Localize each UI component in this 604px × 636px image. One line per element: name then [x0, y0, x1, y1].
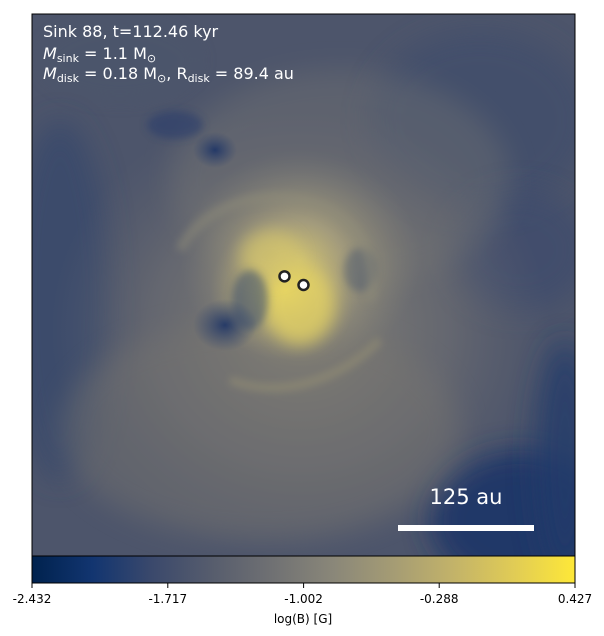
- mdisk-sub: disk: [57, 72, 80, 85]
- colorbar-tick-label-4: 0.427: [558, 592, 592, 606]
- scale-bar-label: 125 au: [430, 485, 503, 509]
- colorbar-label: log(B) [G]: [274, 612, 332, 626]
- colorbar-ticks: -2.432 -1.717 -1.002 -0.288 0.427: [13, 583, 592, 606]
- colorbar: [31, 555, 576, 584]
- msink-symbol: M: [43, 44, 57, 63]
- sink-markers: [278, 270, 310, 292]
- colorbar-tick-label-0: -2.432: [13, 592, 52, 606]
- mdisk-symbol: M: [43, 64, 57, 83]
- msink-value: = 1.1 M: [79, 44, 147, 63]
- rdisk-value: = 89.4 au: [210, 64, 294, 83]
- msink-sub: sink: [57, 52, 80, 65]
- mdisk-unit-sub: ⊙: [157, 72, 166, 85]
- mdisk-line: Mdisk = 0.18 M⊙, Rdisk = 89.4 au: [43, 64, 294, 85]
- colorbar-tick-label-2: -1.002: [284, 592, 323, 606]
- scale-bar: [398, 525, 534, 531]
- rdisk-sub: disk: [188, 72, 211, 85]
- msink-unit-sub: ⊙: [147, 52, 156, 65]
- rdisk-prefix: , R: [166, 64, 187, 83]
- sink-b-marker: [297, 278, 310, 292]
- msink-line: Msink = 1.1 M⊙: [43, 44, 156, 65]
- sink-info-line: Sink 88, t=112.46 kyr: [43, 22, 219, 41]
- sink-a-marker: [278, 270, 291, 283]
- colorbar-tick-label-1: -1.717: [148, 592, 187, 606]
- colorbar-tick-label-3: -0.288: [420, 592, 459, 606]
- heatmap-image: [32, 14, 575, 556]
- mdisk-value: = 0.18 M: [79, 64, 157, 83]
